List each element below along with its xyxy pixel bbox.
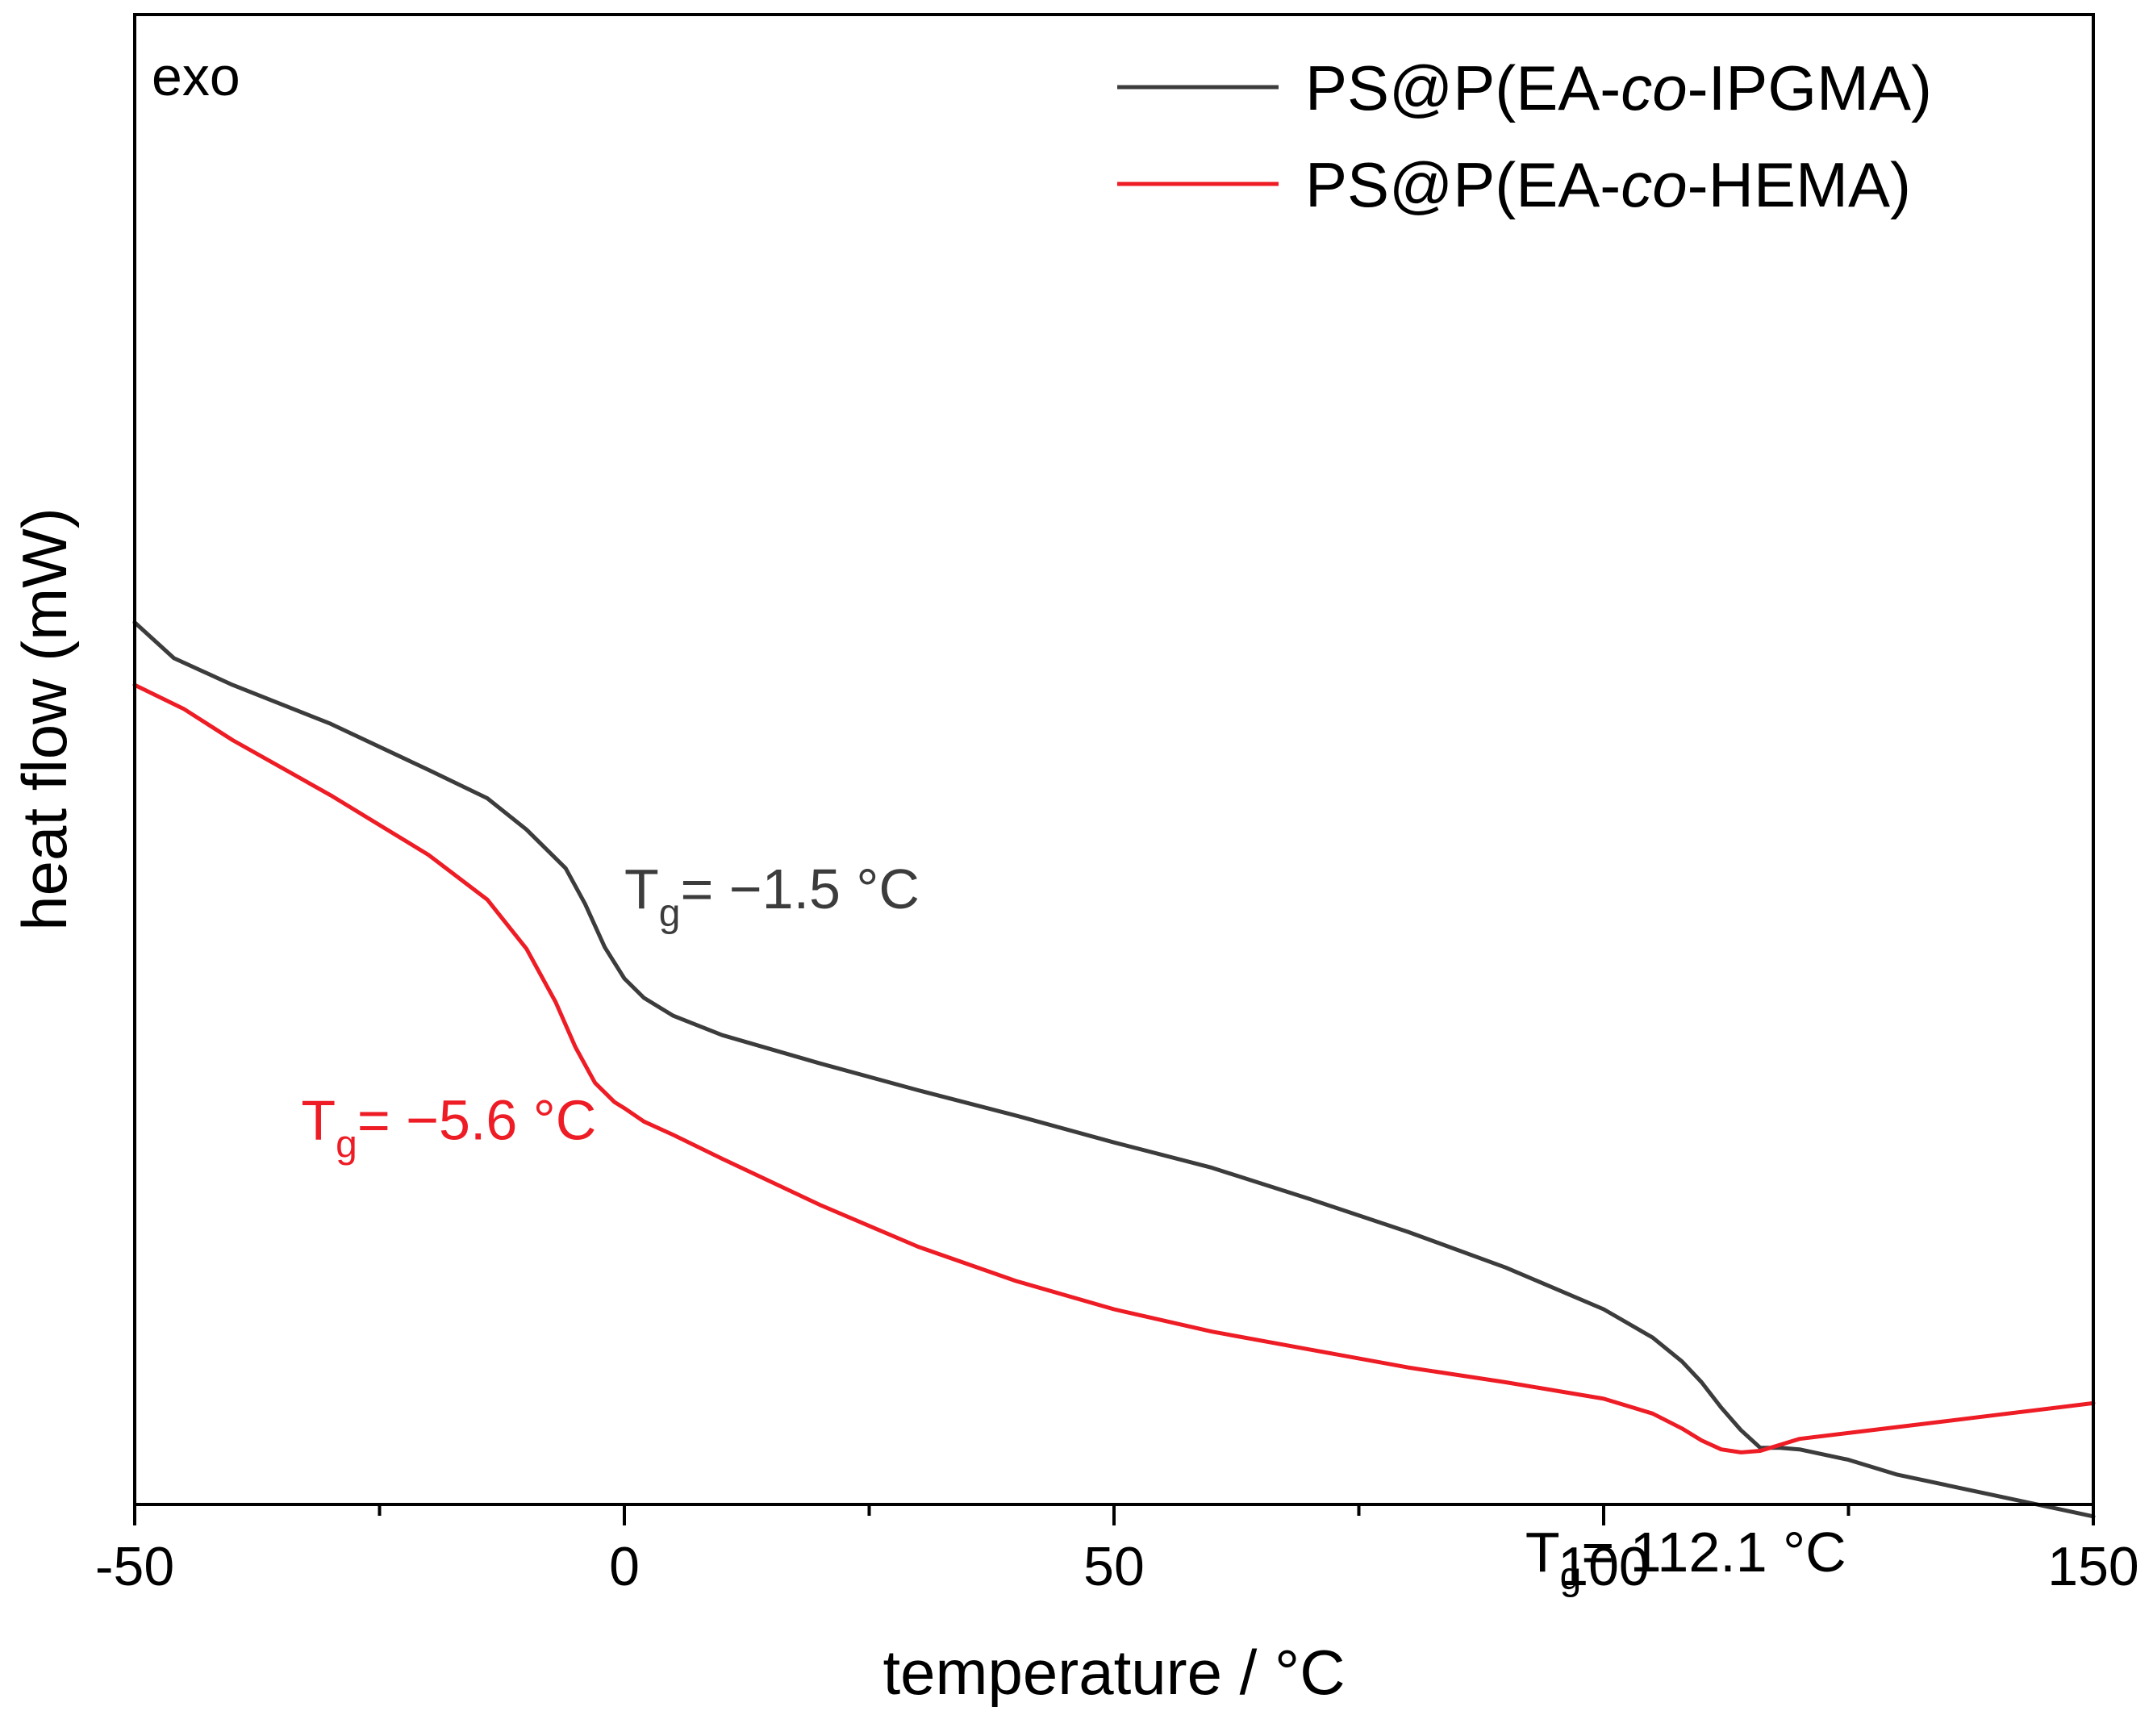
- x-axis-title: temperature / °C: [882, 1637, 1345, 1708]
- y-axis-title: heat flow (mW): [9, 507, 80, 930]
- x-tick-label: 150: [2047, 1536, 2138, 1597]
- annotation-layer: Tg= −1.5 °C Tg= −5.6 °C Tg= 112.1 °C: [301, 858, 1846, 1598]
- series-line-2: [132, 682, 2096, 1454]
- axes-layer: -50 0 50 100 150: [95, 13, 2139, 1597]
- x-tick-label: 50: [1083, 1536, 1145, 1597]
- legend: PS@P(EA-co-IPGMA) PS@P(EA-co-HEMA): [1117, 52, 1932, 220]
- series-layer: [132, 620, 2096, 1519]
- legend-label-1: PS@P(EA-co-IPGMA): [1305, 52, 1932, 123]
- tg-annotation-2: Tg= −5.6 °C: [301, 1088, 596, 1166]
- tg-annotation-1: Tg= −1.5 °C: [624, 858, 920, 935]
- x-tick-label: 100: [1558, 1536, 1649, 1597]
- tg-annotation-3: Tg= 112.1 °C: [1525, 1521, 1846, 1598]
- x-tick-label: -50: [95, 1536, 174, 1597]
- exo-label: exo: [152, 46, 240, 107]
- legend-label-2: PS@P(EA-co-HEMA): [1305, 149, 1911, 220]
- x-tick-label: 0: [609, 1536, 640, 1597]
